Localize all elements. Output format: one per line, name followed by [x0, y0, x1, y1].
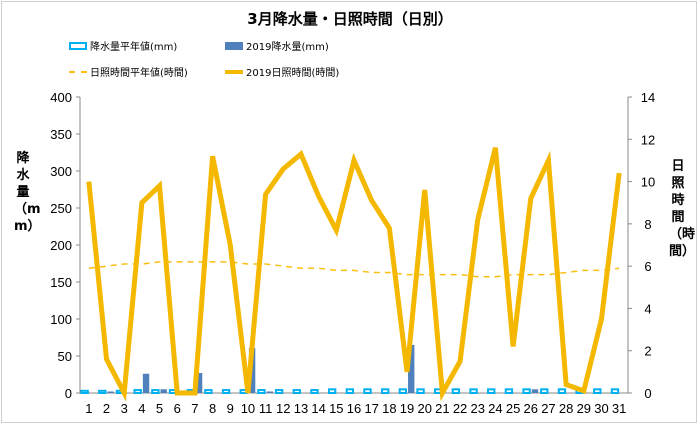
line-avg-sun	[88, 261, 620, 278]
y-right-tick-label: 12	[641, 132, 655, 147]
y-left-tick-label: 300	[50, 164, 72, 179]
bar-rain	[531, 389, 539, 393]
y-left-tick-label: 150	[50, 275, 72, 290]
x-tick-label: 3	[121, 401, 128, 416]
bar-avg-rain	[451, 388, 461, 394]
bar-avg-rain	[274, 389, 284, 395]
x-tick-label: 24	[488, 401, 502, 416]
x-tick-label: 25	[506, 401, 520, 416]
y-left-tick-label: 400	[50, 90, 72, 105]
x-tick-label: 14	[311, 401, 325, 416]
x-tick-label: 11	[259, 401, 273, 416]
y-right-tick-label: 10	[641, 175, 655, 190]
x-tick-label: 15	[329, 401, 343, 416]
y-right-tick-label: 14	[641, 90, 655, 105]
y-right-tick-label: 2	[644, 344, 651, 359]
bar-avg-rain	[345, 388, 355, 394]
legend-avg-rain: 降水量平年値(mm)	[69, 38, 177, 53]
legend-label-rain: 2019降水量(mm)	[246, 42, 329, 53]
bar-avg-rain	[363, 388, 372, 394]
bar-avg-rain	[310, 389, 319, 395]
bar-avg-rain	[610, 388, 620, 394]
x-tick-label: 21	[435, 401, 449, 416]
bar-avg-rain	[204, 389, 213, 395]
legend-avg-sun: 日照時間平年値(時間)	[69, 64, 188, 79]
x-tick-label: 6	[174, 401, 181, 416]
bar-rain	[195, 373, 203, 393]
legend-swatch-sun	[225, 69, 243, 74]
y-right-tick-label: 0	[644, 386, 651, 401]
legend-label-avg-sun: 日照時間平年値(時間)	[90, 68, 188, 79]
bar-avg-rain	[151, 389, 160, 395]
bar-avg-rain	[487, 388, 496, 394]
bar-avg-rain	[469, 388, 478, 394]
x-tick-label: 19	[400, 401, 414, 416]
y-left-tick-label: 250	[50, 201, 72, 216]
bar-avg-rain	[504, 388, 514, 394]
legend-rain: 2019降水量(mm)	[225, 38, 329, 53]
x-tick-label: 16	[347, 401, 361, 416]
x-tick-label: 5	[156, 401, 163, 416]
bar-avg-rain	[257, 389, 266, 395]
y-left-tick-label: 50	[58, 349, 72, 364]
bar-avg-rain	[98, 389, 107, 394]
x-tick-label: 20	[417, 401, 431, 416]
y-left-tick-label: 200	[50, 238, 72, 253]
y-right-tick-label: 4	[644, 301, 651, 316]
x-tick-label: 7	[191, 401, 198, 416]
bar-avg-rain	[327, 388, 337, 394]
bar-avg-rain	[540, 388, 549, 394]
bar-rain	[107, 391, 114, 393]
legend-label-sun: 2019日照時間(時間)	[246, 68, 340, 79]
y-right-tick-label: 6	[644, 259, 651, 274]
legend-label-avg-rain: 降水量平年値(mm)	[90, 42, 178, 53]
x-tick-label: 4	[138, 401, 145, 416]
bar-avg-rain	[292, 389, 301, 395]
bar-rain	[142, 373, 150, 393]
x-tick-label: 2	[103, 401, 110, 416]
x-tick-label: 10	[241, 401, 255, 416]
bar-avg-rain	[557, 388, 567, 394]
bar-rain	[266, 391, 273, 393]
bar-avg-rain	[221, 389, 231, 395]
bar-avg-rain	[416, 388, 425, 394]
bar-avg-rain	[380, 388, 390, 394]
legend-swatch-avg-sun	[69, 70, 87, 73]
x-tick-label: 12	[276, 401, 290, 416]
x-tick-label: 9	[227, 401, 234, 416]
bar-avg-rain	[398, 388, 408, 394]
bar-rain	[160, 389, 167, 393]
legend-sun: 2019日照時間(時間)	[225, 64, 339, 79]
legend-swatch-avg-rain	[69, 41, 87, 50]
y-left-tick-label: 100	[50, 312, 72, 327]
x-tick-label: 13	[294, 401, 308, 416]
x-tick-label: 28	[559, 401, 573, 416]
y-left-tick-label: 350	[50, 127, 72, 142]
line-sun	[86, 147, 622, 402]
bar-avg-rain	[80, 389, 89, 394]
x-tick-label: 1	[85, 401, 92, 416]
legend-swatch-rain	[225, 41, 243, 50]
bar-avg-rain	[593, 388, 602, 394]
x-tick-label: 29	[577, 401, 591, 416]
x-tick-label: 17	[364, 401, 378, 416]
bar-avg-rain	[522, 388, 531, 394]
x-tick-label: 22	[453, 401, 467, 416]
bar-avg-rain	[133, 389, 142, 395]
x-tick-label: 18	[382, 401, 396, 416]
x-tick-label: 31	[612, 401, 626, 416]
x-tick-label: 23	[471, 401, 485, 416]
chart-title: 3月降水量・日照時間（日別）	[247, 10, 453, 28]
bar-rain	[408, 344, 415, 393]
x-tick-label: 27	[541, 401, 555, 416]
x-tick-label: 26	[524, 401, 538, 416]
y-left-tick-label: 0	[65, 386, 72, 401]
y-right-tick-label: 8	[644, 217, 651, 232]
x-tick-label: 8	[209, 401, 216, 416]
x-tick-label: 30	[594, 401, 608, 416]
